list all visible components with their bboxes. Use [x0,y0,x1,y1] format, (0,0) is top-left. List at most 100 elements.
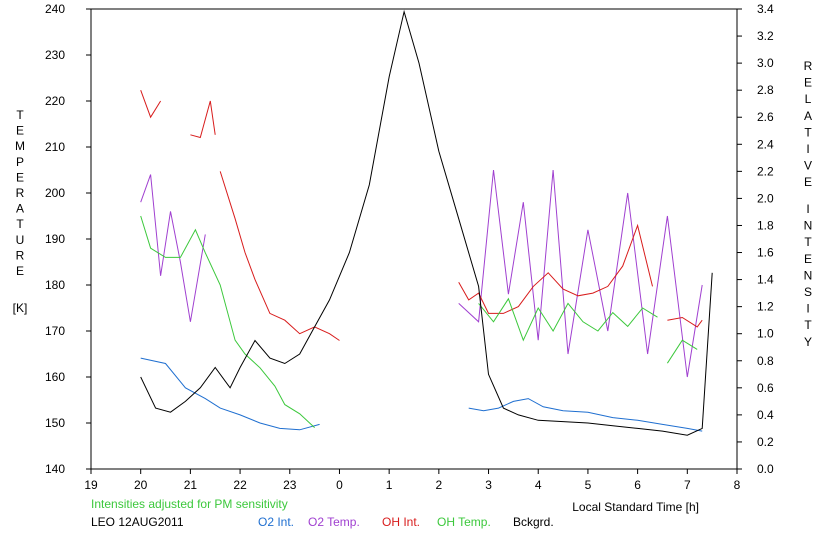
y-left-label-letter: R [16,186,25,200]
y-right-label-letter: E [804,76,812,90]
y-right-tick-label: 1.6 [757,246,774,260]
x-tick-label: 20 [134,478,148,492]
y-right-tick-label: 2.0 [757,191,774,205]
y-left-label-letter: E [16,264,24,278]
x-tick-label: 7 [684,478,691,492]
y-right-tick-label: 3.0 [757,56,774,70]
y-left-label-letter: M [15,139,25,153]
x-axis-ticks: 19 20 21 22 23 0 1 2 3 4 5 6 7 8 [84,469,741,492]
y-left-label-letter: U [16,233,25,247]
series-line-bckgrd [140,9,713,436]
y-right-label-letter: I [806,142,809,156]
x-tick-label: 5 [585,478,592,492]
series-line-oh-temp [140,215,315,428]
x-tick-label: 0 [336,478,343,492]
series-layer [140,9,713,436]
y-left-tick-label: 220 [45,94,65,108]
y-left-tick-label: 150 [45,416,65,430]
y-right-label-letter: N [804,268,813,282]
y-right-tick-label: 1.0 [757,327,774,341]
x-tick-label: 22 [233,478,247,492]
legend-entry: OH Temp. [437,515,491,529]
y-left-tick-label: 190 [45,232,65,246]
series-line-oh-int [140,90,162,119]
series-line-oh-int [190,100,216,139]
x-tick-label: 4 [535,478,542,492]
y-right-tick-label: 1.8 [757,218,774,232]
y-left-label-letter: E [16,124,24,138]
y-right-label-letter: I [806,202,809,216]
series-line-oh-int [667,316,703,328]
x-tick-label: 19 [84,478,98,492]
y-right-tick-label: 2.2 [757,164,774,178]
legend-entry: OH Int. [382,515,420,529]
x-tick-label: 3 [485,478,492,492]
y-right-tick-label: 0.0 [757,462,774,476]
y-right-label-letter: A [804,109,812,123]
y-right-tick-label: 0.6 [757,381,774,395]
y-left-tick-label: 160 [45,370,65,384]
y-right-label-letter: Y [804,335,812,349]
x-tick-label: 2 [436,478,443,492]
series-line-o2-temp [458,169,703,378]
x-tick-label: 8 [734,478,741,492]
y-right-tick-label: 2.4 [757,137,774,151]
y-right-tick-label: 0.2 [757,435,774,449]
x-axis-label: Local Standard Time [h] [572,500,699,514]
site-date-label: LEO 12AUG2011 [91,515,184,529]
y-right-tick-label: 3.2 [757,29,774,43]
y-right-label-letter: E [804,252,812,266]
y-right-label-letter: T [804,318,812,332]
x-tick-label: 1 [386,478,393,492]
y-left-label-letter: R [16,248,25,262]
x-tick-label: 23 [283,478,297,492]
legend: O2 Int. O2 Temp. OH Int. OH Temp. Bckgrd. [258,515,554,529]
y-right-tick-label: 2.6 [757,110,774,124]
y-right-tick-label: 1.2 [757,300,774,314]
y-right-label-letter: T [804,235,812,249]
y-left-tick-label: 170 [45,324,65,338]
y-left-tick-label: 210 [45,140,65,154]
series-line-oh-int [219,171,340,341]
y-right-label-letter: R [804,59,813,73]
series-line-oh-temp [666,339,698,364]
y-right-label-letter: I [806,302,809,316]
x-tick-label: 6 [634,478,641,492]
x-tick-label: 21 [184,478,198,492]
y-right-label-letter: T [804,125,812,139]
plot-frame [90,8,738,470]
y-left-tick-label: 240 [45,2,65,16]
y-left-label-letter: T [16,217,24,231]
y-left-label-letter: P [16,155,24,169]
y-left-label-letter: T [16,108,24,122]
y-left-tick-label: 140 [45,462,65,476]
y-left-unit: [K] [13,301,28,315]
y-right-label-letter: V [804,159,812,173]
legend-entry: Bckgrd. [513,515,554,529]
y-right-tick-label: 0.4 [757,408,774,422]
y-right-tick-label: 0.8 [757,354,774,368]
sensitivity-note: Intensities adjusted for PM sensitivity [91,497,288,511]
series-line-o2-int [468,398,703,432]
y-left-label-letter: A [16,202,24,216]
y-axis-right-ticks: 0.0 0.2 0.4 0.6 0.8 1.0 1.2 1.4 1.6 1.8 2.0 2.2 2.4 2… [737,2,774,476]
y-right-tick-label: 3.4 [757,2,774,16]
series-line-o2-temp [140,174,206,322]
y-left-tick-label: 200 [45,186,65,200]
y-right-label-letter: E [804,175,812,189]
legend-entry: O2 Int. [258,515,294,529]
legend-entry: O2 Temp. [308,515,360,529]
y-axis-left-ticks: 140 150 160 170 180 190 200 210 220 230 240 [45,2,91,476]
y-right-label-letter: N [804,219,813,233]
y-right-label-letter: S [804,285,812,299]
y-right-tick-label: 2.8 [757,83,774,97]
series-line-o2-int [140,357,320,431]
series-line-oh-int [458,223,653,314]
series-line-oh-temp [478,297,658,342]
y-left-tick-label: 180 [45,278,65,292]
y-left-label-letter: E [16,170,24,184]
y-left-tick-label: 230 [45,48,65,62]
y-right-tick-label: 1.4 [757,273,774,287]
